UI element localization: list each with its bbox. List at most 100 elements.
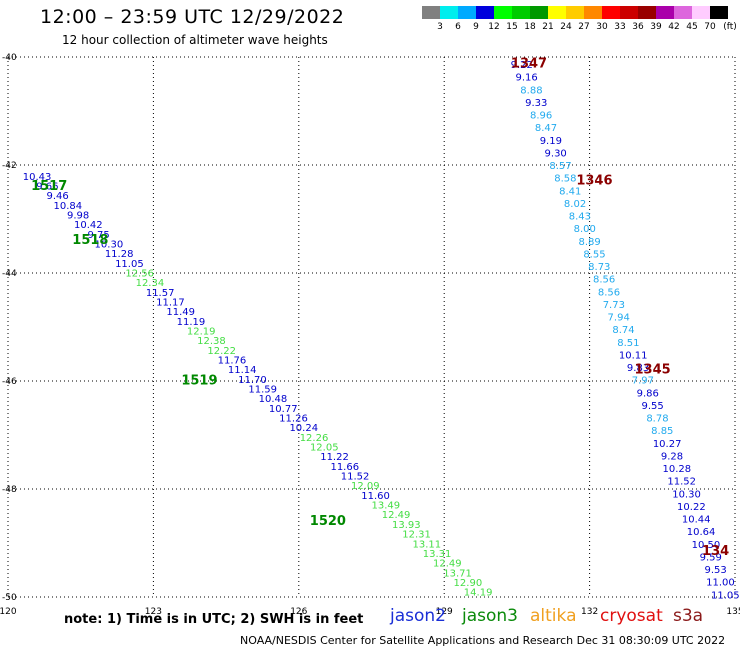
wave-height-value: 9.59 bbox=[700, 552, 722, 563]
wave-height-value: 11.60 bbox=[361, 491, 390, 502]
wave-height-value: 12.49 bbox=[433, 559, 462, 570]
wave-height-value: 12.19 bbox=[187, 327, 216, 338]
wave-height-value: 8.74 bbox=[612, 325, 634, 336]
wave-height-value: 11.22 bbox=[320, 452, 349, 463]
footnote: note: 1) Time is in UTC; 2) SWH is in fe… bbox=[64, 612, 364, 627]
wave-height-value: 9.98 bbox=[67, 210, 89, 221]
scale-swatch bbox=[440, 6, 458, 19]
wave-height-value: 9.55 bbox=[641, 401, 663, 412]
wave-height-value: 13.49 bbox=[371, 501, 400, 512]
y-tick-label: -42 bbox=[2, 161, 17, 171]
wave-height-value: 8.57 bbox=[549, 161, 571, 172]
scale-label: 18 bbox=[524, 22, 536, 32]
wave-height-value: 9.53 bbox=[704, 565, 726, 576]
wave-height-value: 10.30 bbox=[95, 239, 124, 250]
satellite-label-jason2: jason2 bbox=[390, 606, 446, 626]
wave-height-value: 12.56 bbox=[125, 268, 154, 279]
wave-height-value: 14.19 bbox=[464, 588, 493, 599]
chart-title: 12:00 – 23:59 UTC 12/29/2022 bbox=[40, 6, 345, 28]
scale-label: 15 bbox=[506, 22, 518, 32]
scale-label: 36 bbox=[632, 22, 644, 32]
wave-height-value: 12.34 bbox=[136, 278, 165, 289]
wave-height-value: 11.52 bbox=[667, 477, 696, 488]
scale-swatch bbox=[638, 6, 656, 19]
satellite-label-altika: altika bbox=[530, 606, 577, 626]
orbit-number-label: 1520 bbox=[310, 514, 346, 529]
wave-height-value: 9.16 bbox=[515, 73, 537, 84]
wave-height-value: 12.38 bbox=[197, 336, 226, 347]
x-tick-label: 126 bbox=[290, 607, 307, 617]
wave-height-value: 12.49 bbox=[382, 510, 411, 521]
x-tick-label: 123 bbox=[145, 607, 162, 617]
wave-height-value: 11.70 bbox=[238, 375, 267, 386]
wave-height-value: 8.58 bbox=[554, 174, 576, 185]
x-tick-label: 129 bbox=[436, 607, 453, 617]
scale-label: 21 bbox=[542, 22, 554, 32]
credit-line: NOAA/NESDIS Center for Satellite Applica… bbox=[240, 634, 726, 647]
wave-height-value: 10.48 bbox=[259, 394, 288, 405]
x-tick-label: 120 bbox=[0, 607, 17, 617]
wave-height-value: 8.43 bbox=[569, 212, 591, 223]
orbit-number-label: 134 bbox=[702, 544, 729, 559]
wave-height-value: 13.71 bbox=[443, 568, 472, 579]
wave-height-value: 8.85 bbox=[651, 426, 673, 437]
scale-swatch bbox=[476, 6, 494, 19]
orbit-number-label: 1345 bbox=[635, 363, 671, 378]
satellite-label-s3a: s3a bbox=[673, 606, 704, 626]
y-tick-label: -48 bbox=[2, 485, 17, 495]
scale-label: 24 bbox=[560, 22, 572, 32]
wave-height-value: 11.14 bbox=[228, 365, 257, 376]
wave-height-value: 9.83 bbox=[627, 363, 649, 374]
wave-height-value: 8.96 bbox=[530, 111, 552, 122]
wave-height-value: 11.49 bbox=[166, 307, 195, 318]
wave-height-value: 9.75 bbox=[87, 230, 109, 241]
scale-label: 27 bbox=[578, 22, 590, 32]
wave-height-value: 8.88 bbox=[520, 85, 542, 96]
scale-swatch bbox=[674, 6, 692, 19]
scale-label: 9 bbox=[473, 22, 479, 32]
scale-swatch bbox=[530, 6, 548, 19]
wave-height-value: 10.50 bbox=[692, 540, 721, 551]
wave-height-value: 11.28 bbox=[105, 249, 134, 260]
wave-height-value: 9.19 bbox=[540, 136, 562, 147]
wave-height-value: 11.66 bbox=[330, 462, 359, 473]
scale-swatch bbox=[512, 6, 530, 19]
wave-height-value: 13.31 bbox=[423, 549, 452, 560]
scale-swatch bbox=[584, 6, 602, 19]
wave-height-value: 8.55 bbox=[583, 249, 605, 260]
wave-height-value: 12.05 bbox=[310, 443, 339, 454]
wave-height-value: 7.94 bbox=[608, 313, 630, 324]
wave-height-value: 11.76 bbox=[218, 356, 247, 367]
scale-swatch bbox=[602, 6, 620, 19]
orbit-number-label: 1346 bbox=[576, 174, 612, 189]
scale-unit: (ft) bbox=[723, 22, 737, 32]
satellite-label-cryosat: cryosat bbox=[600, 606, 663, 626]
wave-height-value: 11.05 bbox=[711, 590, 740, 601]
scale-label: 42 bbox=[668, 22, 680, 32]
wave-height-value: 10.84 bbox=[54, 201, 83, 212]
wave-height-value: 11.52 bbox=[341, 472, 370, 483]
scale-label: 39 bbox=[650, 22, 662, 32]
scale-swatch bbox=[620, 6, 638, 19]
wave-height-value: 10.24 bbox=[289, 423, 318, 434]
wave-height-value: 8.41 bbox=[559, 186, 581, 197]
scale-swatch bbox=[494, 6, 512, 19]
wave-height-value: 10.11 bbox=[619, 350, 648, 361]
wave-height-value: 8.47 bbox=[535, 123, 557, 134]
wave-height-value: 9.30 bbox=[545, 148, 567, 159]
chart-subtitle: 12 hour collection of altimeter wave hei… bbox=[62, 33, 328, 47]
wave-height-value: 11.17 bbox=[156, 298, 185, 309]
wave-height-value: 8.73 bbox=[588, 262, 610, 273]
wave-height-value: 10.22 bbox=[677, 502, 706, 513]
x-tick-label: 132 bbox=[581, 607, 598, 617]
y-tick-label: -40 bbox=[2, 53, 17, 63]
wave-height-value: 12.31 bbox=[402, 530, 431, 541]
orbit-number-label: 1518 bbox=[72, 233, 108, 248]
wave-height-value: 9.28 bbox=[661, 451, 683, 462]
wave-height-value: 12.26 bbox=[300, 433, 329, 444]
scale-swatch bbox=[548, 6, 566, 19]
wave-height-value: 10.77 bbox=[269, 404, 298, 415]
wave-height-value: 10.64 bbox=[687, 527, 716, 538]
